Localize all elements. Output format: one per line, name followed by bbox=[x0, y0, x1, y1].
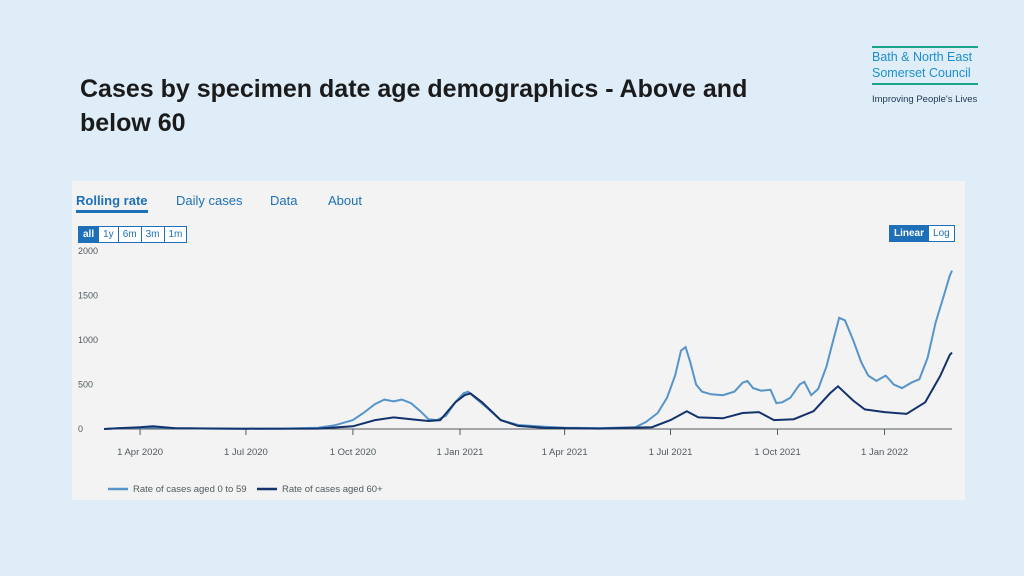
x-tick-label: 1 Apr 2021 bbox=[542, 447, 588, 458]
slide-title: Cases by specimen date age demographics … bbox=[80, 75, 748, 137]
logo-name-line-2: Somerset Council bbox=[872, 66, 971, 80]
legend-label-aged-0-to-59: Rate of cases aged 0 to 59 bbox=[133, 484, 247, 495]
x-tick-label: 1 Apr 2020 bbox=[117, 447, 163, 458]
tab-rolling-rate[interactable]: Rolling rate bbox=[76, 193, 148, 213]
series-line-aged-0-to-59 bbox=[103, 270, 953, 430]
legend-label-aged-60-plus: Rate of cases aged 60+ bbox=[282, 484, 383, 495]
logo-bottom-rule bbox=[872, 83, 978, 85]
y-tick-label: 500 bbox=[78, 380, 93, 390]
x-tick-label: 1 Jul 2021 bbox=[649, 447, 693, 458]
x-tick-label: 1 Oct 2021 bbox=[754, 447, 800, 458]
range-all-button[interactable]: all bbox=[78, 226, 100, 243]
y-tick-label: 1500 bbox=[78, 291, 98, 301]
scale-selector: Linear Log bbox=[889, 225, 955, 242]
logo-name-line-1: Bath & North East bbox=[872, 50, 973, 64]
x-tick-label: 1 Jan 2021 bbox=[436, 447, 483, 458]
logo-tagline: Improving People's Lives bbox=[872, 94, 978, 105]
chart-panel: Rolling rate Daily cases Data About all … bbox=[72, 181, 965, 500]
scale-linear-button[interactable]: Linear bbox=[889, 225, 930, 242]
range-6m-button[interactable]: 6m bbox=[118, 226, 142, 243]
scale-log-button[interactable]: Log bbox=[929, 225, 955, 242]
tab-about[interactable]: About bbox=[328, 193, 362, 208]
tab-daily-cases[interactable]: Daily cases bbox=[176, 193, 243, 208]
y-tick-label: 0 bbox=[78, 424, 83, 434]
x-tick-label: 1 Oct 2020 bbox=[330, 447, 376, 458]
range-1y-button[interactable]: 1y bbox=[99, 226, 119, 243]
x-tick-label: 1 Jul 2020 bbox=[224, 447, 268, 458]
time-range-selector: all 1y 6m 3m 1m bbox=[78, 226, 188, 243]
tab-data[interactable]: Data bbox=[270, 193, 298, 208]
y-tick-label: 1000 bbox=[78, 335, 98, 345]
x-axis: 1 Apr 2020 1 Jul 2020 1 Oct 2020 1 Jan 2021… bbox=[117, 429, 908, 458]
series-line-aged-60-plus bbox=[103, 351, 953, 430]
logo-top-rule bbox=[872, 46, 978, 48]
range-1m-button[interactable]: 1m bbox=[164, 226, 188, 243]
rolling-rate-chart: 0 500 1000 1500 2000 1 Apr 2020 1 Jul 2020 1 O… bbox=[78, 246, 953, 495]
council-logo: Bath & North East Somerset Council Impro… bbox=[872, 46, 982, 105]
y-tick-label: 2000 bbox=[78, 246, 98, 256]
y-axis: 0 500 1000 1500 2000 bbox=[78, 246, 98, 434]
x-tick-label: 1 Jan 2022 bbox=[861, 447, 908, 458]
chart-legend: Rate of cases aged 0 to 59 Rate of cases… bbox=[108, 484, 383, 495]
range-3m-button[interactable]: 3m bbox=[141, 226, 165, 243]
